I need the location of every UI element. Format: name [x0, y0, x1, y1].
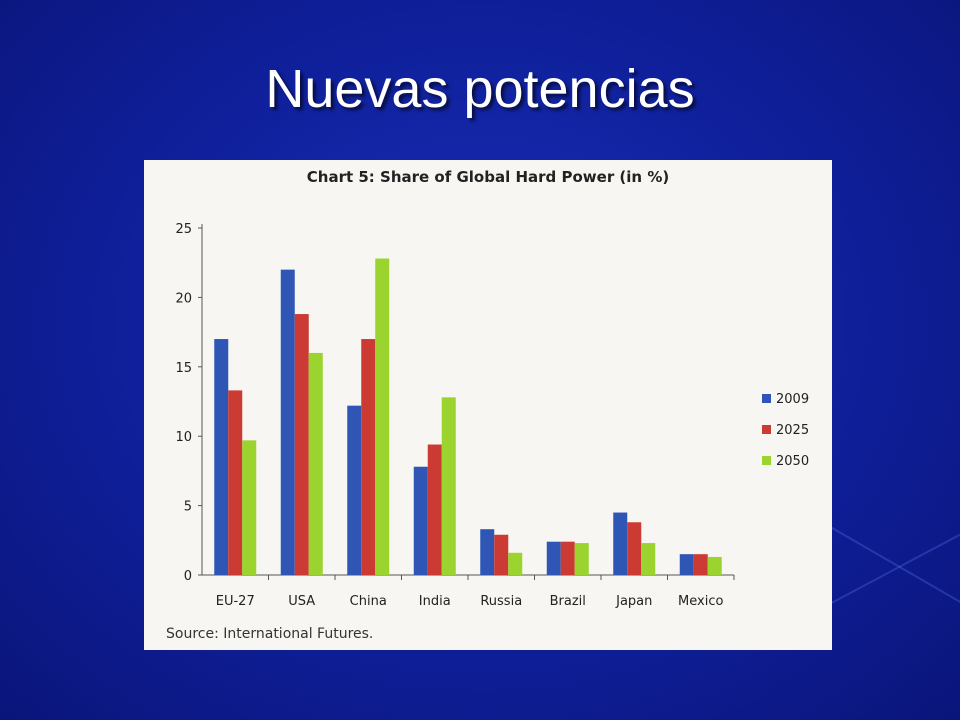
bar-2009-India [413, 466, 428, 575]
bar-2009-USA [280, 269, 295, 575]
chart-panel: Chart 5: Share of Global Hard Power (in … [144, 160, 832, 650]
x-tick-label: USA [288, 594, 315, 609]
bar-2025-EU-27 [228, 390, 243, 575]
bar-2009-Brazil [546, 541, 561, 575]
bar-chart: Chart 5: Share of Global Hard Power (in … [166, 168, 809, 642]
x-tick-label: Russia [480, 594, 522, 609]
legend-swatch-2009 [762, 394, 771, 403]
bar-2025-Mexico [693, 554, 708, 575]
bar-2025-China [361, 339, 376, 575]
chart-title: Chart 5: Share of Global Hard Power (in … [307, 168, 669, 186]
x-tick-label: India [419, 594, 451, 609]
bar-2050-Brazil [574, 543, 589, 575]
legend-swatch-2025 [762, 425, 771, 434]
axis-layer: 0 5 10 15 20 25 EU-27 USA China India Russia Brazil… [175, 222, 735, 609]
legend: 2009 2025 2050 [762, 392, 809, 469]
chart-source: Source: International Futures. [166, 626, 373, 642]
y-tick-label: 5 [184, 500, 192, 515]
slide-title: Nuevas potencias [265, 59, 695, 119]
y-tick-label: 20 [175, 291, 192, 306]
bar-2009-EU-27 [214, 339, 229, 575]
legend-label-2009: 2009 [776, 392, 809, 407]
bar-2009-Russia [480, 529, 495, 575]
y-tick-label: 10 [175, 430, 192, 445]
x-tick-label: Mexico [678, 594, 723, 609]
bar-2050-EU-27 [242, 440, 257, 575]
legend-label-2050: 2050 [776, 454, 809, 469]
bar-2050-China [375, 258, 390, 575]
y-tick-label: 25 [175, 222, 192, 237]
bar-2025-USA [294, 314, 309, 575]
x-tick-label: Japan [615, 594, 652, 609]
bar-2009-China [347, 405, 362, 575]
bar-2050-India [441, 397, 456, 575]
y-tick-label: 0 [184, 569, 192, 584]
bars-layer [214, 258, 722, 575]
bar-2050-Mexico [707, 556, 722, 575]
x-tick-label: Brazil [550, 594, 586, 609]
bar-2050-Japan [641, 543, 656, 575]
y-tick-label: 15 [175, 361, 192, 376]
bar-2025-India [427, 444, 442, 575]
bar-2025-Brazil [560, 541, 575, 575]
x-tick-label: EU-27 [216, 594, 255, 609]
bar-2050-USA [308, 352, 323, 575]
x-tick-label: China [350, 594, 387, 609]
bar-2009-Japan [613, 512, 628, 575]
bar-2025-Russia [494, 534, 509, 575]
bar-2025-Japan [627, 522, 642, 575]
bar-2009-Mexico [679, 554, 694, 575]
bar-2050-Russia [508, 552, 523, 575]
legend-swatch-2050 [762, 456, 771, 465]
legend-label-2025: 2025 [776, 423, 809, 438]
